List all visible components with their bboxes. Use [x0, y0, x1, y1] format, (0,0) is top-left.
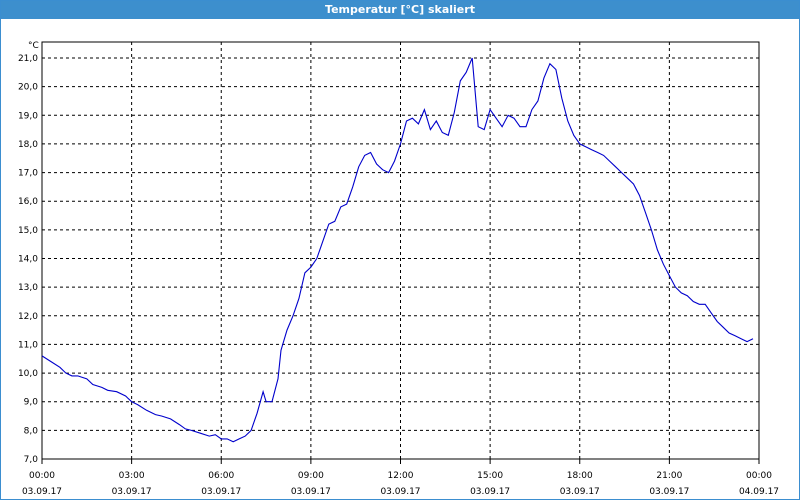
y-tick-label: 7,0 — [24, 455, 39, 465]
y-tick-label: 12,0 — [18, 312, 38, 322]
x-tick-date-label: 03.09.17 — [201, 487, 241, 497]
x-tick-date-label: 03.09.17 — [22, 487, 62, 497]
x-tick-time-label: 15:00 — [477, 471, 503, 481]
x-tick-time-label: 00:00 — [746, 471, 772, 481]
x-tick-date-label: 03.09.17 — [291, 487, 331, 497]
y-tick-label: 10,0 — [18, 369, 38, 379]
x-tick-date-label: 03.09.17 — [560, 487, 600, 497]
y-axis-ticks: 7,0 8,0 9,0 10,0 11,0 12,0 13,0 14,0 15,0 16,0 17,… — [18, 54, 38, 465]
y-tick-label: 19,0 — [18, 111, 38, 121]
y-tick-label: 15,0 — [18, 226, 38, 236]
x-tick-time-label: 09:00 — [298, 471, 324, 481]
y-tick-label: 20,0 — [18, 83, 38, 93]
x-tick-time-label: 00:00 — [29, 471, 55, 481]
temperature-series-line — [41, 57, 754, 443]
x-tick-time-label: 12:00 — [388, 471, 414, 481]
y-tick-label: 17,0 — [18, 169, 38, 179]
y-tick-label: 14,0 — [18, 255, 38, 265]
y-tick-label: 9,0 — [24, 398, 39, 408]
x-tick-date-label: 03.09.17 — [649, 487, 689, 497]
y-tick-label: 11,0 — [18, 340, 38, 350]
window-title: Temperatur [°C] skaliert — [1, 1, 799, 19]
y-tick-label: 8,0 — [24, 426, 39, 436]
x-tick-date-label: 03.09.17 — [380, 487, 420, 497]
x-tick-time-label: 18:00 — [567, 471, 593, 481]
y-tick-label: 16,0 — [18, 197, 38, 207]
y-tick-label: 18,0 — [18, 140, 38, 150]
x-tick-time-label: 06:00 — [208, 471, 234, 481]
grid-lines — [42, 42, 759, 459]
x-tick-date-label: 03.09.17 — [112, 487, 152, 497]
x-tick-time-label: 03:00 — [119, 471, 145, 481]
y-tick-label: 13,0 — [18, 283, 38, 293]
y-tick-label: 21,0 — [18, 54, 38, 64]
y-axis-unit-label: °C — [28, 41, 39, 51]
x-tick-date-label: 03.09.17 — [470, 487, 510, 497]
x-tick-time-label: 21:00 — [656, 471, 682, 481]
x-axis-ticks: 00:00 03.09.17 03:00 03.09.17 06:00 03.09.17 0… — [22, 459, 779, 497]
x-tick-date-label: 04.09.17 — [739, 487, 779, 497]
